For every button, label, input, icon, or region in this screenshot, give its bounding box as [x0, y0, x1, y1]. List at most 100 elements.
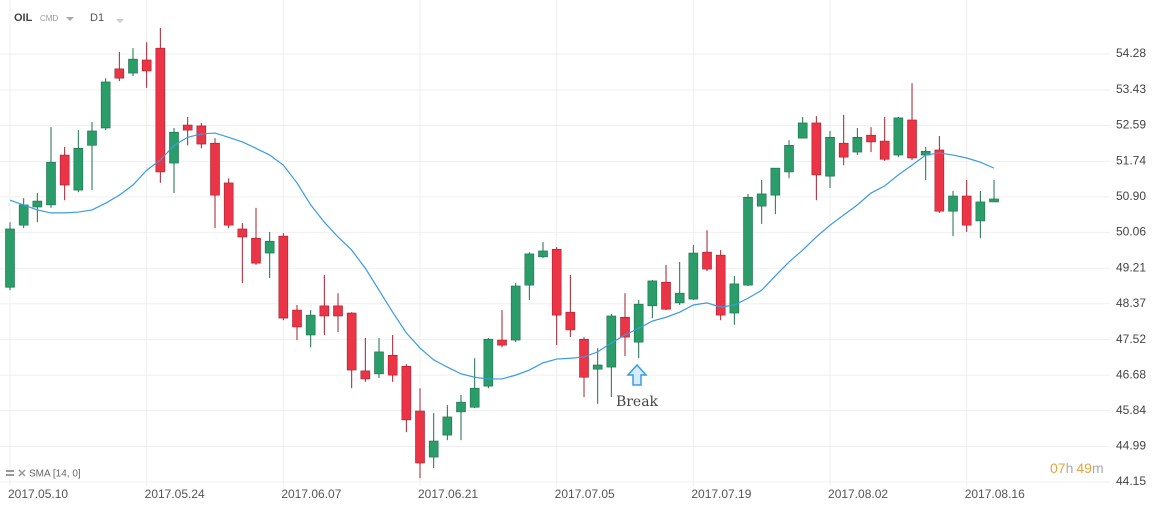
candle-body [907, 119, 917, 159]
candle-body [428, 440, 439, 458]
candle-body [879, 140, 890, 160]
candle-body [100, 81, 111, 129]
candle-body [715, 254, 726, 316]
minutes-unit: m [1092, 460, 1104, 476]
candle-body [825, 136, 835, 177]
candle-body [743, 196, 753, 286]
candle-body [387, 354, 398, 376]
candle-body [702, 251, 712, 270]
candle-body [18, 204, 29, 226]
settings-icon[interactable] [6, 470, 14, 472]
candle-body [647, 280, 658, 307]
plot [5, 27, 999, 479]
candle-body [975, 201, 986, 222]
candle-body [852, 136, 863, 153]
candle-body [210, 142, 220, 196]
settings-icon[interactable] [6, 474, 14, 476]
y-tick-label: 50.90 [1116, 189, 1146, 203]
candle-body [251, 237, 261, 264]
candle-body [989, 198, 999, 203]
candle-body [401, 365, 412, 421]
candle-body [87, 130, 97, 146]
candle-body [264, 240, 275, 254]
y-tick-label: 54.28 [1116, 46, 1146, 60]
countdown: 07h 49m [1050, 460, 1104, 476]
candle-body [141, 59, 152, 72]
x-tick-label: 2017.06.07 [281, 487, 341, 501]
candle-body [524, 253, 535, 286]
candle-body [469, 387, 480, 408]
header: OIL CMD D1 [14, 12, 124, 24]
annotation: Break [616, 394, 659, 410]
candle-body [797, 122, 808, 139]
y-tick-label: 53.43 [1116, 82, 1146, 96]
candle-body [770, 167, 781, 196]
candle-body [237, 228, 248, 238]
candle-body [661, 281, 671, 310]
candle-body [333, 305, 343, 317]
candle-body [961, 195, 972, 226]
candle-body [5, 228, 15, 288]
candle-body [579, 338, 589, 378]
candle-body [223, 182, 234, 226]
candle-body [46, 161, 56, 206]
y-tick-label: 44.99 [1116, 439, 1146, 453]
candle-body [729, 283, 740, 314]
candle-body [784, 145, 794, 173]
candle-body [73, 147, 84, 191]
candle-body [948, 195, 958, 212]
candle-body [934, 149, 945, 212]
x-tick-label: 2017.05.10 [8, 487, 68, 501]
candle-body [838, 142, 849, 158]
x-tick-label: 2017.07.05 [555, 487, 615, 501]
candle-body [592, 364, 603, 370]
candle-body [346, 312, 357, 371]
candle-body [374, 351, 384, 375]
candle-body [114, 68, 125, 79]
candle-body [442, 416, 453, 436]
candle-body [893, 117, 904, 156]
timeframe[interactable]: D1 [90, 12, 104, 24]
candle-body [360, 370, 371, 380]
y-tick-label: 49.21 [1116, 260, 1146, 274]
candle-body [633, 303, 644, 343]
x-tick-label: 2017.07.19 [691, 487, 751, 501]
candle-body [811, 122, 822, 176]
y-tick-label: 47.52 [1116, 332, 1146, 346]
y-tick-label: 48.37 [1116, 296, 1146, 310]
dropdown-caret[interactable] [66, 17, 74, 21]
x-tick-label: 2017.05.24 [145, 487, 205, 501]
candle-body [278, 235, 289, 319]
candle-body [866, 134, 876, 143]
candle-body [606, 315, 617, 368]
candle-body [756, 193, 767, 207]
indicator-legend: SMA [14, 0] [6, 469, 81, 480]
dropdown-caret[interactable] [116, 19, 124, 23]
candle-body [182, 124, 193, 131]
candle-body [497, 339, 507, 346]
minutes: 49 [1076, 460, 1092, 476]
sma-legend: SMA [14, 0] [29, 469, 81, 480]
remove-icon[interactable] [18, 469, 26, 477]
candle-body [620, 316, 630, 338]
y-tick-label: 45.84 [1116, 403, 1146, 417]
y-tick-label: 50.06 [1116, 225, 1146, 239]
x-tick-label: 2017.08.02 [828, 487, 888, 501]
candle-body [305, 314, 316, 336]
candle-body [565, 311, 576, 331]
y-tick-label: 44.15 [1116, 474, 1146, 488]
y-tick-label: 46.68 [1116, 367, 1146, 381]
candle-body [483, 338, 494, 387]
y-tick-label: 51.74 [1116, 154, 1146, 168]
break-arrow [626, 363, 648, 386]
candle-body [688, 252, 699, 300]
symbol[interactable]: OIL [14, 12, 33, 24]
candle-body [292, 309, 302, 328]
candle-body [551, 248, 562, 316]
candle-body [169, 131, 179, 164]
candle-body [32, 200, 43, 208]
market[interactable]: CMD [40, 14, 58, 23]
x-tick-label: 2017.06.21 [418, 487, 478, 501]
